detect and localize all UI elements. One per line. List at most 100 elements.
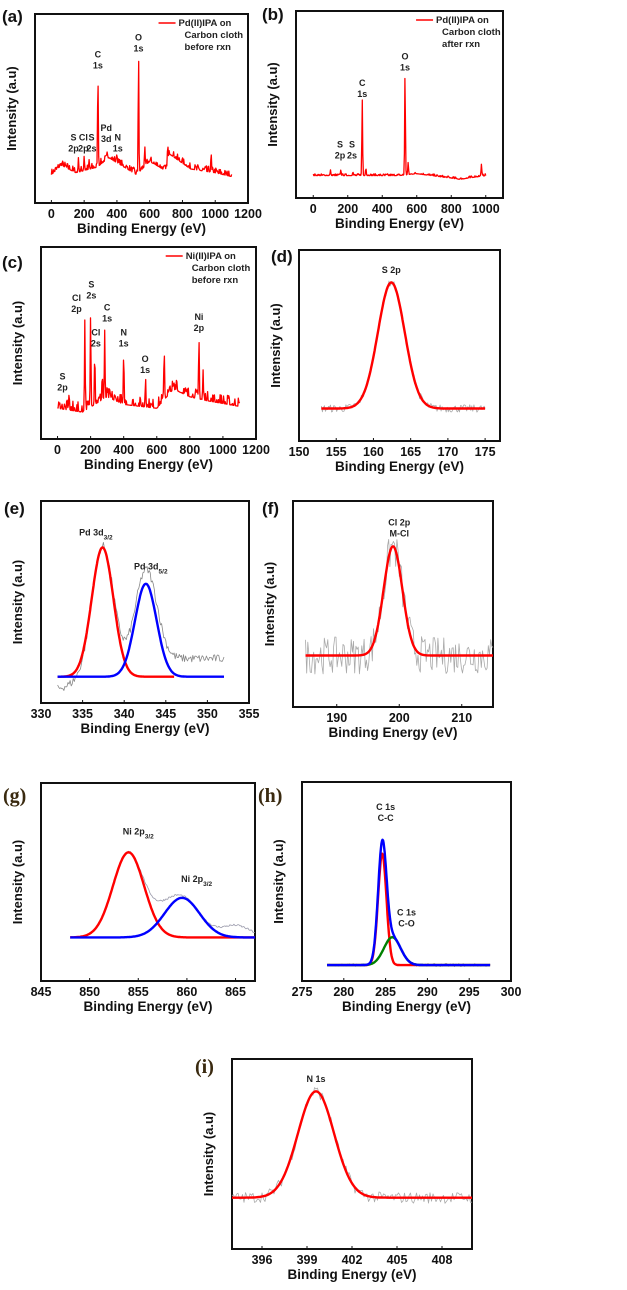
- peak-annotation: 2s: [87, 144, 97, 154]
- axes-frame: [295, 10, 504, 199]
- axes-frame: [40, 500, 250, 704]
- peak-annotation: S: [349, 140, 355, 150]
- x-tick-label: 1000: [201, 207, 229, 221]
- peak-annotation: 2p: [57, 382, 68, 392]
- x-tick-label: 175: [475, 445, 496, 459]
- x-axis-label: Binding Energy (eV): [83, 999, 212, 1014]
- annotation-text: S: [70, 133, 76, 143]
- peak-annotation: N: [114, 133, 121, 143]
- annotation-text: S: [349, 140, 355, 150]
- x-axis-label: Binding Energy (eV): [328, 725, 457, 740]
- y-axis-label: Intensity (a.u): [268, 303, 283, 388]
- annotation-text: S 2p: [382, 265, 402, 275]
- x-axis-label: Binding Energy (eV): [335, 459, 464, 474]
- annotation-text: 2s: [91, 338, 101, 348]
- annotation-text: 2p: [68, 144, 79, 154]
- peak-annotation: Ni: [194, 312, 203, 322]
- raw-data-line: [305, 539, 494, 675]
- axes-frame: [292, 500, 494, 708]
- x-tick-label: 280: [333, 985, 354, 999]
- annotation-text: O: [135, 32, 142, 42]
- x-tick-label: 396: [252, 1253, 273, 1267]
- peak-annotation: 3d: [101, 134, 112, 144]
- annotation-text: Cl: [79, 133, 88, 143]
- peak-annotation: C-C: [378, 813, 394, 823]
- series-line: [50, 60, 233, 178]
- panel-label: (a): [2, 7, 23, 26]
- x-tick-label: 800: [441, 202, 462, 216]
- x-tick-label: 295: [459, 985, 480, 999]
- peak-annotation: M-Cl: [390, 529, 410, 539]
- annotation-text: 2s: [86, 290, 96, 300]
- annotation-text: 1s: [102, 313, 112, 323]
- annotation-text: Pd 3d: [134, 562, 159, 572]
- annotation-text: Ni 2p: [181, 874, 204, 884]
- x-tick-label: 210: [451, 711, 472, 725]
- x-tick-label: 165: [400, 445, 421, 459]
- panel-label: (h): [258, 785, 282, 807]
- x-tick-label: 200: [389, 711, 410, 725]
- peak-annotation: S: [89, 133, 95, 143]
- peak-annotation: O: [402, 52, 409, 62]
- peak-annotation: 1s: [400, 63, 410, 73]
- legend-text: Carbon cloth: [192, 263, 251, 274]
- peak-annotation: 2s: [91, 338, 101, 348]
- annotation-text: 2p: [78, 144, 89, 154]
- y-axis-label: Intensity (a.u): [10, 560, 25, 645]
- peak-annotation: 2p: [78, 144, 89, 154]
- annotation-text: N 1s: [306, 1074, 325, 1084]
- annotation-text: 2p: [194, 323, 205, 333]
- x-tick-label: 800: [172, 207, 193, 221]
- raw-data-line: [231, 1087, 473, 1204]
- axes-frame: [301, 781, 512, 982]
- x-tick-label: 1000: [472, 202, 500, 216]
- peak-annotation: C: [104, 302, 111, 312]
- peak-annotation: O: [142, 354, 149, 364]
- y-axis-label: Intensity (a.u): [262, 562, 277, 647]
- x-tick-label: 1200: [234, 207, 262, 221]
- x-tick-label: 200: [80, 443, 101, 457]
- annotation-subscript: 3/2: [203, 881, 212, 888]
- peak-annotation: 2p: [71, 304, 82, 314]
- legend-text: before rxn: [192, 275, 239, 286]
- annotation-subscript: 3/2: [104, 534, 113, 541]
- peak-annotation: Pd 3d3/2: [79, 527, 113, 541]
- x-tick-label: 865: [225, 985, 246, 999]
- peak-annotation: C 1s: [376, 802, 395, 812]
- x-axis-label: Binding Energy (eV): [77, 221, 206, 236]
- x-tick-label: 400: [372, 202, 393, 216]
- panel-label: (f): [262, 499, 279, 518]
- peak-annotation: 1s: [140, 365, 150, 375]
- annotation-subscript: 3/2: [145, 833, 154, 840]
- annotation-text: N: [120, 327, 127, 337]
- annotation-text: S: [89, 133, 95, 143]
- y-axis-label: Intensity (a.u): [4, 66, 19, 151]
- peak-annotation: S: [88, 279, 94, 289]
- x-tick-label: 800: [179, 443, 200, 457]
- legend-text: Pd(II)IPA on: [436, 15, 489, 26]
- x-tick-label: 0: [54, 443, 61, 457]
- annotation-text: C 1s: [376, 802, 395, 812]
- panel-d: 150 155 160 165 170 175 Binding Energy (eV) Int…: [268, 247, 501, 474]
- annotation-text: S: [88, 279, 94, 289]
- x-axis-label: Binding Energy (eV): [287, 1267, 416, 1282]
- peak-annotation: S: [70, 133, 76, 143]
- x-tick-label: 200: [337, 202, 358, 216]
- peak-annotation: 2p: [335, 151, 346, 161]
- y-axis-label: Intensity (a.u): [10, 840, 25, 925]
- peak-annotation: C: [359, 78, 366, 88]
- panel-label: (i): [195, 1056, 214, 1078]
- fit-component-line: [305, 545, 494, 657]
- x-axis-label: Binding Energy (eV): [80, 721, 209, 736]
- peak-annotation: Ni 2p3/2: [181, 874, 212, 888]
- raw-data-line: [326, 838, 491, 967]
- annotation-text: S: [337, 140, 343, 150]
- x-tick-label: 340: [114, 707, 135, 721]
- x-tick-label: 0: [48, 207, 55, 221]
- peak-annotation: Pd: [101, 123, 113, 133]
- y-axis-label: Intensity (a.u): [265, 62, 280, 147]
- annotation-text: Pd 3d: [79, 527, 104, 537]
- peak-annotation: S 2p: [382, 265, 402, 275]
- annotation-text: 1s: [113, 144, 123, 154]
